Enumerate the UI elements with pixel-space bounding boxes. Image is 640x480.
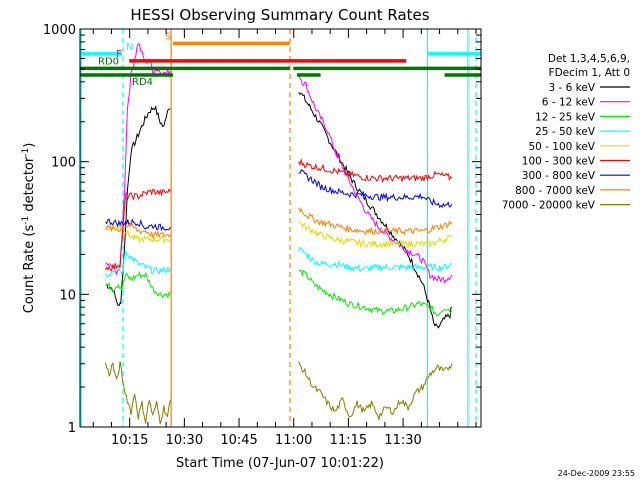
y-axis-label-main: Count Rate (s [22, 225, 37, 314]
legend-label-7: 800 - 7000 keV [515, 185, 596, 197]
x-axis-label: Start Time (07-Jun-07 10:01:22) [176, 456, 384, 471]
y-axis-label-sup2: -1 [21, 148, 31, 157]
timestamp: 24-Dec-2009 23:55 [558, 469, 635, 478]
series-4-segment-1 [298, 221, 453, 249]
legend-entries: 3 - 6 keV 6 - 12 keV 12 - 25 keV 25 - 50 ke… [502, 82, 630, 212]
y-axis-label-mid: detector [22, 156, 37, 216]
x-axis-ticks: 10:15 10:30 10:45 11:00 11:15 11:30 [92, 29, 477, 448]
legend-label-3: 25 - 50 keV [535, 126, 596, 138]
flag-label-f: F [116, 49, 122, 60]
series-8-segment-0 [105, 360, 171, 425]
series-4-segment-0 [105, 223, 171, 245]
legend-header-2: FDecim 1, Att 0 [549, 67, 630, 79]
x-tick-label-1: 10:30 [166, 433, 203, 448]
series-7-segment-0 [105, 221, 171, 240]
y-tick-label-1: 10 [59, 288, 76, 303]
legend-label-8: 7000 - 20000 keV [502, 200, 596, 212]
y-axis-label: Count Rate (s-1 detector-1) [21, 143, 37, 314]
legend-label-0: 3 - 6 keV [548, 82, 595, 94]
x-tick-label-0: 10:15 [111, 433, 148, 448]
series-5-segment-1 [298, 158, 453, 184]
y-tick-label-3: 1000 [43, 23, 76, 38]
x-tick-label-5: 11:30 [384, 433, 421, 448]
series-5-segment-0 [105, 188, 171, 271]
plot-frame [79, 28, 482, 428]
series-1-segment-1 [298, 74, 453, 284]
legend-label-6: 300 - 800 keV [522, 170, 596, 182]
y-tick-label-0: 1 [68, 421, 76, 436]
series-6-segment-1 [298, 169, 453, 209]
y-axis-label-sup1: -1 [21, 216, 31, 225]
y-tick-label-2: 100 [51, 156, 76, 171]
series-6-segment-0 [105, 218, 171, 232]
legend: Det 1,3,4,5,6,9, FDecim 1, Att 0 3 - 6 k… [502, 53, 630, 212]
series-2-segment-1 [298, 269, 453, 317]
legend-header-1: Det 1,3,4,5,6,9, [548, 53, 630, 65]
x-tick-label-4: 11:15 [330, 433, 367, 448]
flag-label-rd0: RD0 [98, 56, 119, 67]
series-3-segment-1 [298, 246, 452, 273]
flag-label-rd4: RD4 [132, 77, 153, 88]
series-1-segment-0 [105, 42, 171, 276]
series-0-segment-0 [105, 104, 171, 306]
flag-label-s: S [165, 31, 171, 42]
x-tick-label-2: 10:45 [220, 433, 257, 448]
series-7-segment-1 [298, 207, 453, 236]
y-axis-ticks: 1 10 100 1000 [43, 23, 481, 436]
legend-label-2: 12 - 25 keV [535, 111, 596, 123]
legend-label-5: 100 - 300 keV [522, 156, 596, 168]
y-axis-label-end: ) [22, 143, 37, 148]
series-8-segment-1 [298, 361, 453, 422]
chart-title: HESSI Observing Summary Count Rates [130, 6, 429, 24]
series-0-segment-1 [298, 91, 453, 329]
series-2-segment-0 [105, 270, 171, 300]
x-tick-label-3: 11:00 [275, 433, 312, 448]
legend-label-4: 50 - 100 keV [528, 141, 595, 153]
legend-label-1: 6 - 12 keV [542, 97, 596, 109]
flag-label-n: N [126, 42, 133, 53]
